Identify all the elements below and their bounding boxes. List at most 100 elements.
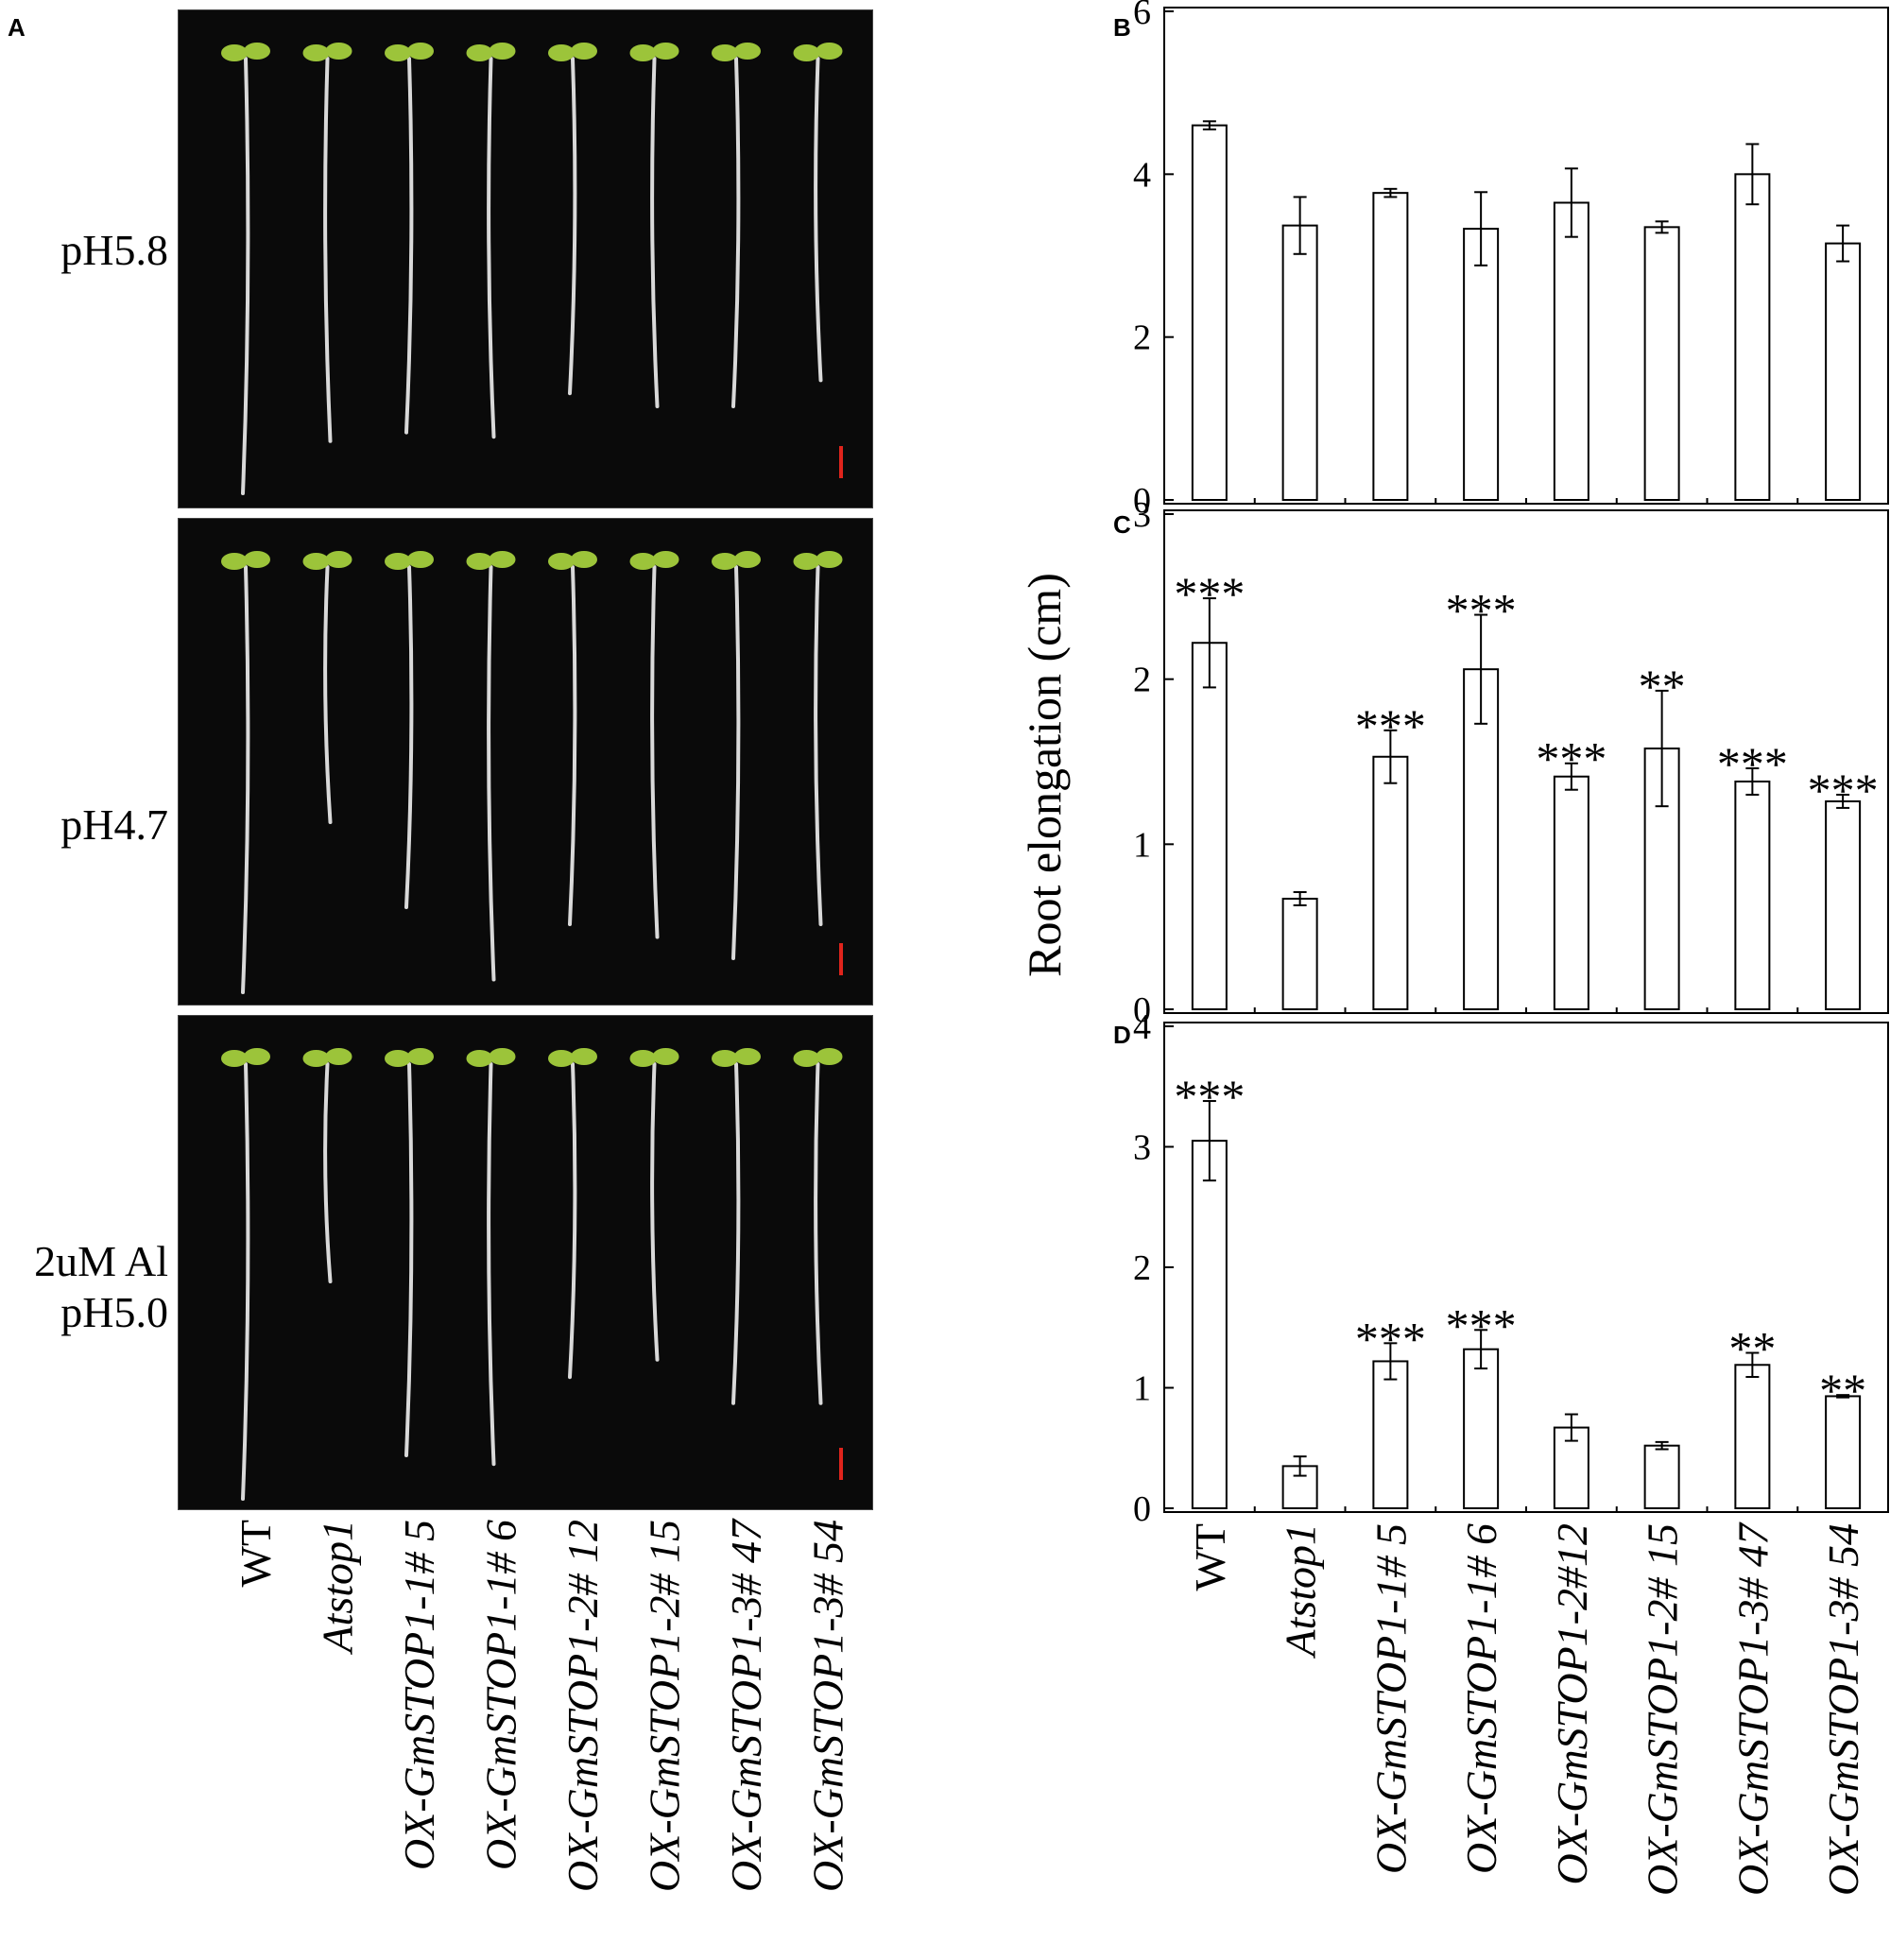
y-axis-label: Root elongation (cm) [1018, 573, 1071, 977]
root [404, 565, 414, 909]
leaf [629, 44, 657, 61]
category-label: OX-GmSTOP1-1# 5 [1366, 1523, 1415, 1874]
bar [1553, 1426, 1589, 1509]
root [323, 57, 333, 443]
bar [1643, 1444, 1680, 1509]
y-tick-label: 0 [1133, 990, 1151, 1030]
root [568, 57, 577, 396]
significance-mark: *** [1808, 764, 1879, 817]
seedling-photo-al-ph50 [178, 1015, 873, 1510]
root [487, 57, 496, 439]
bar [1372, 192, 1409, 501]
seedling-photo-ph58 [178, 9, 873, 508]
condition-line: pH4.7 [60, 800, 168, 849]
y-tick-label: 0 [1133, 481, 1151, 521]
leaf [734, 551, 761, 568]
bar [1463, 1348, 1500, 1509]
y-tick-label: 2 [1133, 1248, 1151, 1288]
condition-line: pH5.0 [60, 1288, 168, 1336]
leaf [489, 43, 516, 60]
y-tick-label: 4 [1133, 1007, 1151, 1047]
root [323, 565, 333, 824]
category-label: OX-GmSTOP1-3# 54 [1819, 1523, 1867, 1896]
leaf [652, 43, 679, 60]
bar [1734, 780, 1771, 1011]
leaf [325, 43, 352, 60]
root [650, 57, 660, 408]
seedling-row [221, 43, 843, 495]
leaf [221, 553, 248, 570]
bar [1191, 1140, 1228, 1509]
leaf [407, 43, 434, 60]
bar [1281, 897, 1318, 1010]
leaf [734, 43, 761, 60]
panel-letter-c: C [1113, 510, 1131, 539]
bar [1825, 1395, 1862, 1510]
category-label: WT [1186, 1523, 1234, 1591]
leaf [244, 1048, 270, 1065]
leaf [244, 551, 270, 568]
photo-category-label: OX-GmSTOP1-2# 15 [641, 1520, 689, 1892]
significance-mark: ** [1728, 1322, 1776, 1375]
leaf [652, 1048, 679, 1065]
leaf [816, 1048, 843, 1065]
root [650, 1062, 660, 1362]
leaf [466, 44, 493, 61]
photo-category-label: OX-GmSTOP1-2# 12 [558, 1520, 607, 1892]
root [487, 565, 496, 982]
photo-category-label: OX-GmSTOP1-3# 47 [722, 1518, 770, 1892]
bar [1372, 1360, 1409, 1509]
bar [1463, 228, 1500, 501]
significance-mark: *** [1355, 699, 1426, 752]
category-labels: WT Atstop1 OX-GmSTOP1-1# 5 OX-GmSTOP1-1# 6 O… [232, 1518, 1867, 1896]
category-label: OX-GmSTOP1-2# 15 [1639, 1523, 1687, 1896]
leaf [302, 44, 330, 61]
leaf [221, 1050, 248, 1067]
leaf [385, 553, 411, 570]
leaf [548, 1050, 575, 1067]
leaf [466, 553, 493, 570]
condition-label-ph47: pH4.7 [19, 799, 168, 851]
significance-mark: *** [1174, 567, 1245, 620]
bar [1553, 775, 1589, 1010]
bar [1643, 226, 1680, 501]
seedling-row [221, 1048, 843, 1501]
seedling-drawings [221, 43, 843, 1501]
leaf [244, 43, 270, 60]
leaf [325, 551, 352, 568]
leaf [571, 551, 597, 568]
root [731, 57, 741, 408]
bar [1734, 1364, 1771, 1510]
root [814, 57, 823, 383]
root [241, 1062, 250, 1501]
leaf [221, 44, 248, 61]
significance-mark: *** [1174, 1070, 1245, 1123]
condition-line: 2uM Al [34, 1237, 168, 1285]
significance-mark: *** [1446, 1298, 1517, 1351]
root [814, 1062, 823, 1405]
leaf [629, 553, 657, 570]
category-label: OX-GmSTOP1-2#12 [1548, 1523, 1596, 1884]
root [241, 57, 250, 495]
bar [1734, 173, 1771, 501]
plot-frame [1163, 1022, 1889, 1513]
bar [1553, 201, 1589, 501]
significance-mark: ** [1819, 1364, 1866, 1417]
y-tick-label: 2 [1133, 661, 1151, 700]
panel-letter-a: A [8, 13, 26, 42]
bar [1825, 242, 1862, 501]
leaf [302, 553, 330, 570]
category-label: Atstop1 [1277, 1523, 1325, 1659]
leaf [712, 44, 738, 61]
significance-mark: *** [1536, 732, 1606, 785]
significance-mark: ** [1639, 660, 1686, 713]
condition-line: pH5.8 [60, 226, 168, 274]
significance-mark: *** [1355, 1312, 1426, 1365]
leaf [466, 1050, 493, 1067]
leaf [816, 551, 843, 568]
leaf [712, 1050, 738, 1067]
photo-category-label: Atstop1 [314, 1520, 362, 1656]
leaf [407, 1048, 434, 1065]
leaf [652, 551, 679, 568]
